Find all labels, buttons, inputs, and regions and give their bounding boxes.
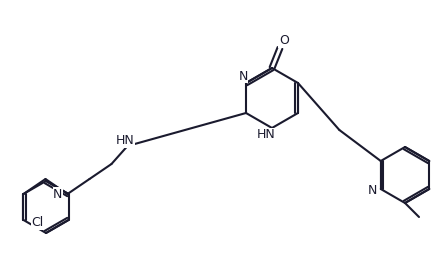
Text: O: O	[279, 35, 289, 47]
Text: N: N	[368, 184, 377, 198]
Text: Cl: Cl	[31, 216, 44, 230]
Text: HN: HN	[257, 129, 275, 141]
Text: N: N	[53, 187, 63, 200]
Text: HN: HN	[116, 135, 135, 148]
Text: N: N	[238, 70, 248, 83]
